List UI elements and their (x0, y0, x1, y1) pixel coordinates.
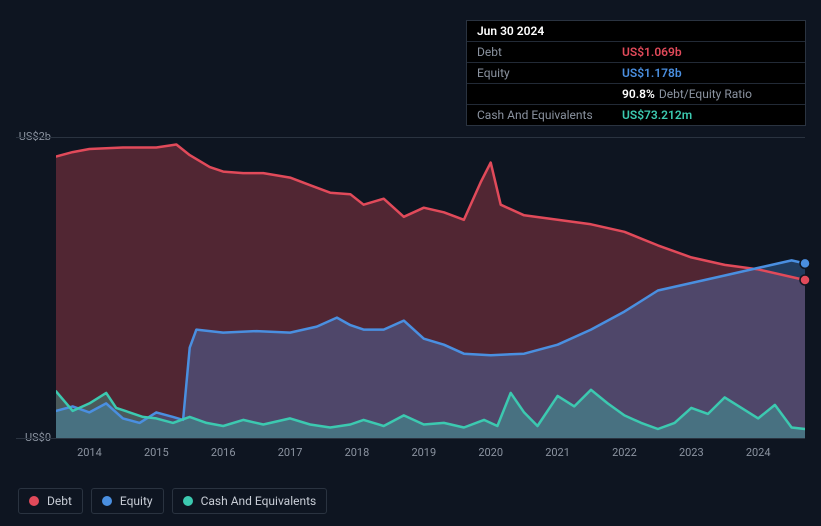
chart-tooltip: Jun 30 2024DebtUS$1.069bEquityUS$1.178b9… (466, 20, 806, 126)
tooltip-value: US$73.212m (622, 108, 692, 122)
legend-label: Cash And Equivalents (201, 494, 317, 508)
legend-item-equity[interactable]: Equity (91, 488, 164, 514)
tooltip-row-debt: DebtUS$1.069b (467, 42, 805, 63)
tooltip-value: US$1.178b (622, 66, 682, 80)
tooltip-row-ratio: 90.8%Debt/Equity Ratio (467, 84, 805, 105)
legend-label: Debt (47, 494, 72, 508)
tooltip-value: US$1.069b (622, 45, 682, 59)
tooltip-date-label: Jun 30 2024 (477, 24, 622, 38)
legend-label: Equity (120, 494, 153, 508)
chart-end-marker-equity (800, 258, 810, 268)
chart-end-marker-debt (800, 275, 810, 285)
tooltip-date: Jun 30 2024 (467, 21, 805, 42)
legend-item-debt[interactable]: Debt (18, 488, 83, 514)
legend-swatch-icon (183, 496, 193, 506)
tooltip-row-cash: Cash And EquivalentsUS$73.212m (467, 105, 805, 125)
tooltip-label: Equity (477, 66, 622, 80)
tooltip-label (477, 87, 622, 101)
tooltip-value: 90.8%Debt/Equity Ratio (622, 87, 752, 101)
chart-legend: Debt Equity Cash And Equivalents (18, 488, 327, 514)
legend-swatch-icon (29, 496, 39, 506)
legend-swatch-icon (102, 496, 112, 506)
tooltip-label: Cash And Equivalents (477, 108, 622, 122)
tooltip-label: Debt (477, 45, 622, 59)
legend-item-cash[interactable]: Cash And Equivalents (172, 488, 328, 514)
tooltip-row-equity: EquityUS$1.178b (467, 63, 805, 84)
